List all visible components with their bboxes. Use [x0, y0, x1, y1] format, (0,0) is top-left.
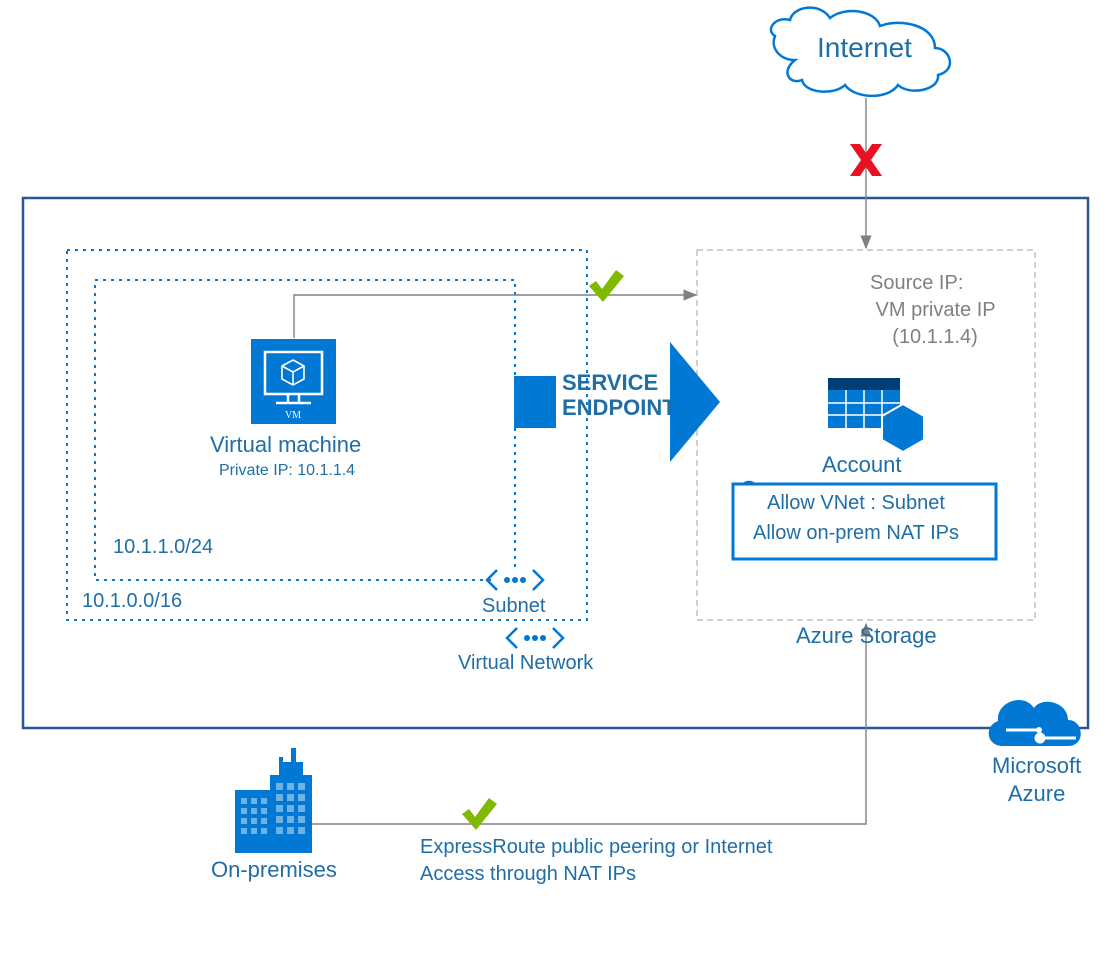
azure-storage-label: Azure Storage [796, 623, 937, 649]
arrow-vm-storage [294, 295, 696, 338]
vm-subtitle: Private IP: 10.1.1.4 [219, 462, 355, 480]
allow-check-icon [589, 270, 624, 302]
vnet-cidr: 10.1.0.0/16 [82, 590, 182, 613]
allow-check-icon [462, 798, 497, 830]
onprem-building-icon [235, 748, 312, 853]
source-ip-label: Source IP: VM private IP (10.1.1.4) [870, 270, 996, 351]
expressroute-label: ExpressRoute public peering or Internet … [420, 834, 772, 888]
azure-cloud-icon [989, 700, 1081, 746]
vnet-label: Virtual Network [458, 652, 593, 675]
diagram-canvas: VM [0, 0, 1114, 974]
vm-icon: VM [251, 339, 336, 424]
vm-title: Virtual machine [210, 432, 361, 458]
onprem-label: On-premises [211, 857, 337, 883]
subnet-peering-icon [487, 567, 543, 593]
rule-2: Allow on-prem NAT IPs [753, 522, 959, 545]
vnet-peering-icon [507, 628, 563, 648]
subnet-cidr: 10.1.1.0/24 [113, 536, 213, 559]
subnet-label: Subnet [482, 595, 545, 618]
storage-account-icon [828, 378, 924, 452]
microsoft-azure-label: Microsoft Azure [992, 752, 1081, 807]
subnet-border [95, 280, 515, 580]
account-label: Account [822, 452, 902, 478]
internet-label: Internet [817, 32, 912, 64]
svg-text:VM: VM [285, 410, 301, 421]
service-endpoint-label: SERVICE ENDPOINT [562, 370, 676, 421]
rule-1: Allow VNet : Subnet [767, 492, 945, 515]
